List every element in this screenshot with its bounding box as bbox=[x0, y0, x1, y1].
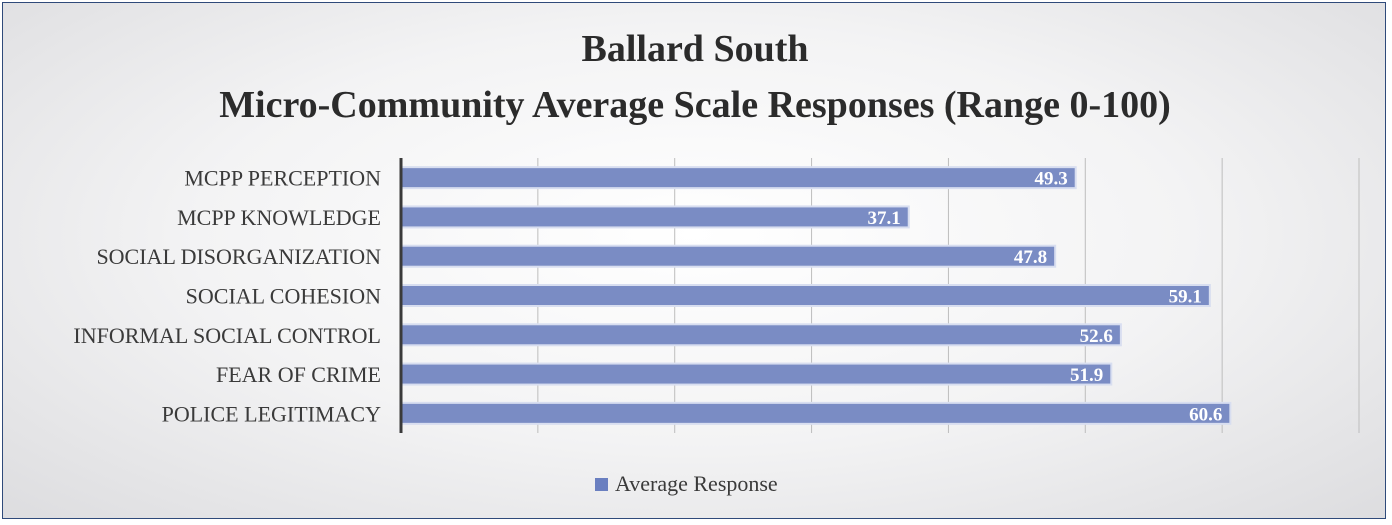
data-label: 60.6 bbox=[1189, 404, 1222, 425]
chart-title: Ballard South bbox=[581, 28, 808, 70]
data-label: 52.6 bbox=[1080, 326, 1113, 347]
category-label: MCPP PERCEPTION bbox=[184, 166, 381, 191]
chart-frame: Ballard South Micro-Community Average Sc… bbox=[2, 2, 1386, 519]
chart-subtitle: Micro-Community Average Scale Responses … bbox=[219, 84, 1171, 126]
category-label: SOCIAL DISORGANIZATION bbox=[96, 244, 381, 269]
data-label: 37.1 bbox=[867, 208, 900, 229]
data-labels: 49.3 37.1 47.8 59.1 52.6 51.9 60.6 bbox=[867, 169, 1222, 426]
data-label: 51.9 bbox=[1070, 365, 1103, 386]
legend: Average Response bbox=[595, 471, 778, 496]
category-label: SOCIAL COHESION bbox=[186, 284, 381, 309]
category-label: POLICE LEGITIMACY bbox=[162, 401, 381, 426]
category-label: MCPP KNOWLEDGE bbox=[177, 205, 381, 230]
category-label: INFORMAL SOCIAL CONTROL bbox=[73, 323, 381, 348]
bar-mcpp-knowledge bbox=[400, 205, 910, 229]
bar-police-legitimacy bbox=[400, 401, 1232, 425]
bar-informal-social-control bbox=[400, 323, 1122, 347]
data-label: 49.3 bbox=[1034, 169, 1067, 190]
data-label: 47.8 bbox=[1014, 247, 1047, 268]
bar-fear-of-crime bbox=[400, 362, 1113, 386]
bar-social-disorganization bbox=[400, 244, 1057, 268]
category-label: FEAR OF CRIME bbox=[216, 362, 381, 387]
bar-social-cohesion bbox=[400, 284, 1211, 307]
bar-chart: Ballard South Micro-Community Average Sc… bbox=[73, 28, 1360, 496]
data-label: 59.1 bbox=[1169, 287, 1202, 308]
bar-mcpp-perception bbox=[400, 166, 1077, 190]
category-labels: MCPP PERCEPTION MCPP KNOWLEDGE SOCIAL DISO… bbox=[73, 166, 381, 427]
bars bbox=[400, 166, 1232, 425]
legend-swatch bbox=[595, 478, 608, 491]
legend-label: Average Response bbox=[615, 471, 778, 496]
